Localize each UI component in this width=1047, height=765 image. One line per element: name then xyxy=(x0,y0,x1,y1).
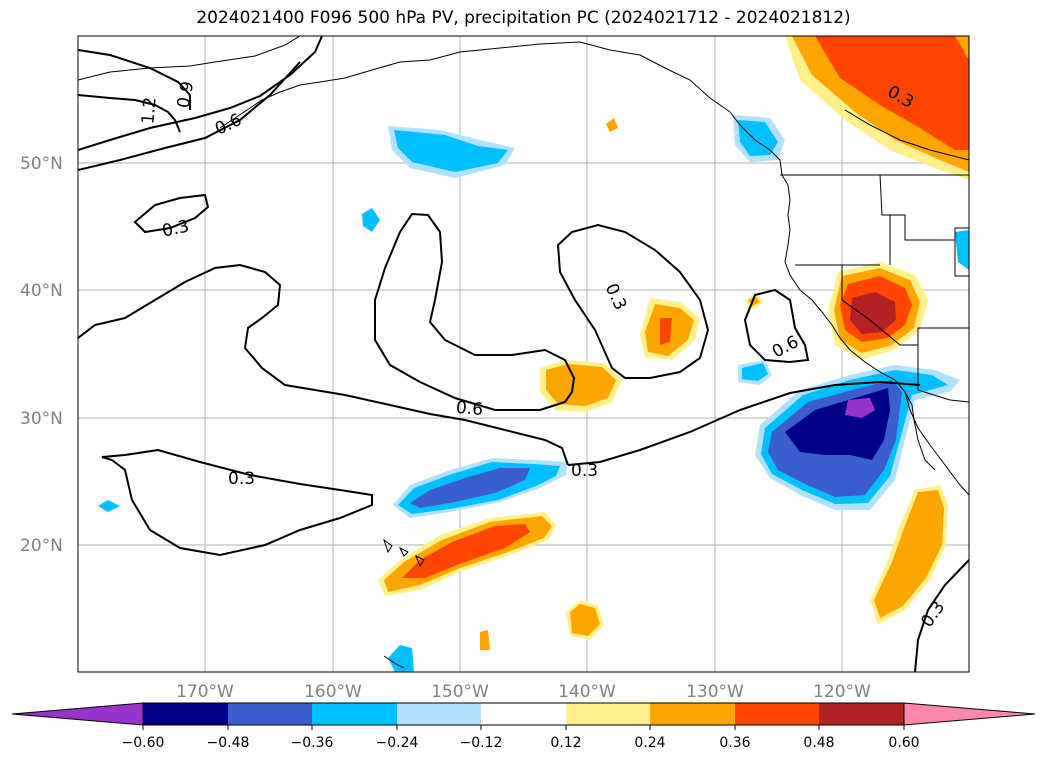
contour-label: 0.9 xyxy=(174,80,198,110)
precip-negative-small1 xyxy=(362,208,380,232)
contour-0-6-main xyxy=(78,263,569,466)
colorbar-ticks xyxy=(142,725,905,730)
lon-label-160w: 160°W xyxy=(304,682,362,702)
colorbar-segment xyxy=(735,703,819,725)
colorbar-segment xyxy=(397,703,481,725)
colorbar-segment xyxy=(228,703,312,725)
lon-label-130w: 130°W xyxy=(686,682,744,702)
precip-negative-tiny2 xyxy=(98,500,120,512)
contour-label-group: 1.2 0.9 0.6 0.3 0.3 0.6 0.3 0.3 0.6 0.3 … xyxy=(138,80,949,632)
precip-positive-south-orange xyxy=(570,604,600,636)
colorbar-segment xyxy=(143,703,228,725)
pv-contours xyxy=(78,36,969,672)
precip-positive-mid-orange xyxy=(546,364,616,406)
longitude-labels: 170°W 160°W 150°W 140°W 130°W 120°W xyxy=(176,682,871,702)
colorbar-segment xyxy=(481,703,566,725)
colorbar-segment xyxy=(566,703,650,725)
lon-label-120w: 120°W xyxy=(813,682,871,702)
precip-negative-subtropical-blue xyxy=(410,468,530,508)
contour-1-2 xyxy=(78,94,181,133)
precip-positive-tiny xyxy=(480,630,490,650)
colorbar-tick-label: 0.12 xyxy=(550,735,581,751)
precip-positive-california-dark xyxy=(850,292,896,334)
colorbar-tick-label: −0.24 xyxy=(376,735,419,751)
contour-0-3-sw xyxy=(101,448,373,557)
colorbar-frame xyxy=(142,702,905,726)
contour-label: 0.3 xyxy=(228,469,255,489)
colorbar-segment xyxy=(650,703,735,725)
precip-positive-tiny2 xyxy=(606,118,618,132)
contour-label: 0.6 xyxy=(769,332,802,362)
colorbar-tick-label: −0.48 xyxy=(207,735,250,751)
lat-label-40: 40°N xyxy=(20,281,63,301)
contour-0-6-nw-lower xyxy=(78,61,301,171)
precip-negative-small2 xyxy=(955,230,969,270)
colorbar-extend-right xyxy=(903,702,1036,726)
latitude-labels: 50°N 40°N 30°N 20°N xyxy=(20,154,63,556)
lat-label-30: 30°N xyxy=(20,409,63,429)
contour-0-9 xyxy=(78,49,191,110)
lon-label-140w: 140°W xyxy=(558,682,616,702)
colorbar-segment xyxy=(312,703,397,725)
contour-label: 0.3 xyxy=(571,461,598,481)
lon-label-150w: 150°W xyxy=(431,682,489,702)
lon-label-170w: 170°W xyxy=(176,682,234,702)
contour-0-3-east xyxy=(567,380,921,466)
coastlines xyxy=(78,36,969,669)
precip-positive-east-baja-orange xyxy=(874,490,944,618)
precip-shading xyxy=(98,36,969,672)
colorbar-tick-label: 0.48 xyxy=(803,735,834,751)
colorbar-tick-label: −0.36 xyxy=(291,735,334,751)
contour-0-6-nw xyxy=(78,36,323,151)
contour-0-3-se xyxy=(914,559,969,672)
precip-negative-small3-sky xyxy=(742,363,768,381)
colorbar-extend-left xyxy=(11,702,144,726)
contour-0-3-loop xyxy=(556,223,710,379)
precip-negative-gulf-alaska-sky xyxy=(394,130,508,172)
precip-positive-subtropical-red xyxy=(402,524,530,578)
precip-positive-center-red xyxy=(660,318,672,345)
precip-negative-baja-purple xyxy=(845,398,875,418)
colorbar-tick-label: −0.12 xyxy=(460,735,503,751)
colorbar-segment xyxy=(819,703,904,725)
contour-0-6-east xyxy=(743,288,810,364)
contour-label: 0.3 xyxy=(601,280,631,313)
colorbar-tick-label: 0.60 xyxy=(888,735,919,751)
plot-title: 2024021400 F096 500 hPa PV, precipitatio… xyxy=(196,8,851,28)
colorbar-tick-label: 0.36 xyxy=(719,735,750,751)
map-area: 1.2 0.9 0.6 0.3 0.3 0.6 0.3 0.3 0.6 0.3 … xyxy=(78,36,969,672)
colorbar: −0.60 −0.48 −0.36 −0.24 −0.12 0.12 0.24 … xyxy=(11,702,1036,751)
lat-label-50: 50°N xyxy=(20,154,63,174)
colorbar-tick-label: −0.60 xyxy=(122,735,165,751)
precip-negative-bc-sky xyxy=(738,120,778,156)
contour-label: 1.2 xyxy=(138,96,160,125)
contour-0-6-loop xyxy=(374,212,576,411)
contour-label: 0.3 xyxy=(160,216,191,241)
contour-label: 0.6 xyxy=(455,398,484,420)
map-frame xyxy=(77,35,970,673)
contour-0-3-small xyxy=(133,193,210,234)
precip-positive-ne-red xyxy=(815,36,969,150)
lat-label-20: 20°N xyxy=(20,536,63,556)
colorbar-tick-label: 0.24 xyxy=(634,735,665,751)
precip-negative-tiny xyxy=(388,645,414,672)
